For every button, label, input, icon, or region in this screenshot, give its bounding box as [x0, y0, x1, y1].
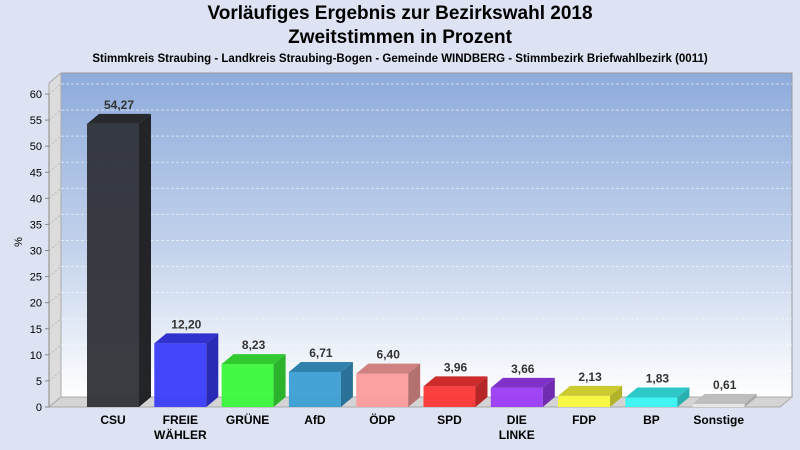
y-tick-label: 45: [30, 167, 42, 179]
value-label: 12,20: [171, 317, 201, 331]
category-label: ÖDP: [369, 412, 395, 427]
gridline-side: [48, 292, 62, 304]
plot-side-wall: [48, 71, 62, 409]
bar-side: [206, 333, 219, 407]
bar-front: [154, 343, 207, 407]
y-tick-label: 0: [36, 402, 42, 414]
category-label: DIE: [507, 413, 527, 427]
chart-title: Vorläufiges Ergebnis zur Bezirkswahl 201…: [207, 3, 593, 24]
gridline-side: [48, 187, 62, 199]
bar: [154, 333, 219, 407]
bar-side: [610, 385, 623, 407]
gridline-side: [48, 344, 62, 356]
gridline-side: [48, 135, 62, 147]
bar-side: [542, 377, 555, 407]
y-tick-label: 25: [30, 272, 42, 284]
value-label: 3,96: [444, 360, 468, 374]
bar-top: [87, 113, 151, 124]
y-tick-label: 15: [30, 324, 42, 336]
bar-top: [221, 354, 286, 365]
bar-side: [408, 363, 421, 407]
bar: [356, 363, 421, 407]
gridline-side: [48, 318, 62, 330]
bar-front: [87, 123, 139, 407]
bar-top: [356, 363, 421, 374]
y-tick-label: 35: [30, 219, 42, 231]
bar-top: [423, 376, 488, 387]
category-label: LINKE: [499, 428, 535, 442]
bar-front: [356, 373, 409, 407]
bar-side: [744, 393, 757, 407]
bar-top: [288, 361, 353, 372]
bar-top: [558, 385, 623, 396]
bar-front: [221, 364, 274, 407]
value-label: 8,23: [242, 338, 266, 352]
value-label: 0,61: [713, 378, 737, 392]
bar-side: [139, 113, 151, 407]
bar: [288, 361, 353, 407]
gridline-side: [48, 370, 62, 382]
bar-side: [677, 387, 690, 407]
bar-top: [625, 387, 690, 398]
bar-side: [273, 354, 286, 407]
value-label: 1,83: [646, 371, 670, 385]
y-tick-label: 55: [30, 115, 42, 127]
category-label: SPD: [437, 413, 462, 427]
bar: [692, 393, 757, 407]
value-label: 6,71: [309, 346, 333, 360]
value-label: 2,13: [578, 370, 602, 384]
y-tick-label: 50: [30, 141, 42, 153]
gridline-side: [48, 240, 62, 251]
chart-subtitle: Zweitstimmen in Prozent: [288, 27, 512, 48]
category-label: Sonstige: [693, 413, 744, 427]
gridline-side: [48, 109, 62, 121]
category-label: WÄHLER: [154, 427, 207, 442]
bar: [221, 354, 286, 407]
y-axis-label: %: [13, 237, 25, 247]
category-label: FDP: [572, 413, 596, 427]
y-tick-label: 10: [30, 350, 42, 362]
bar-front: [625, 397, 678, 407]
bar-front: [558, 395, 611, 407]
bar-front: [423, 386, 476, 407]
bar: [625, 387, 690, 407]
bar-front: [490, 387, 543, 407]
bar-front: [288, 371, 341, 407]
y-tick-label: 30: [30, 246, 42, 258]
bar: [423, 376, 488, 407]
bar-top: [154, 333, 219, 344]
category-label: CSU: [100, 413, 125, 427]
gridline-side: [48, 266, 62, 277]
bar: [490, 377, 555, 407]
bar-front: [692, 403, 745, 407]
bar-side: [475, 376, 488, 407]
chart-caption: Stimmkreis Straubing - Landkreis Straubi…: [92, 53, 708, 65]
bar: [558, 385, 623, 407]
gridline-side: [48, 83, 62, 95]
category-label: FREIE: [163, 413, 198, 427]
bar-side: [340, 361, 353, 407]
value-label: 3,66: [511, 362, 535, 376]
y-tick-label: 5: [36, 376, 42, 388]
category-label: AfD: [304, 413, 326, 427]
y-tick-label: 20: [30, 298, 42, 310]
bar-top: [490, 377, 555, 388]
bar: [87, 113, 151, 407]
value-label: 6,40: [377, 348, 401, 362]
y-tick-label: 40: [30, 193, 42, 205]
value-label: 54,27: [104, 98, 134, 112]
bar-top: [692, 393, 757, 404]
category-label: GRÜNE: [226, 412, 269, 427]
gridline-side: [48, 161, 62, 173]
category-label: BP: [643, 413, 660, 427]
gridline-side: [48, 214, 62, 225]
y-tick-label: 60: [30, 89, 42, 101]
